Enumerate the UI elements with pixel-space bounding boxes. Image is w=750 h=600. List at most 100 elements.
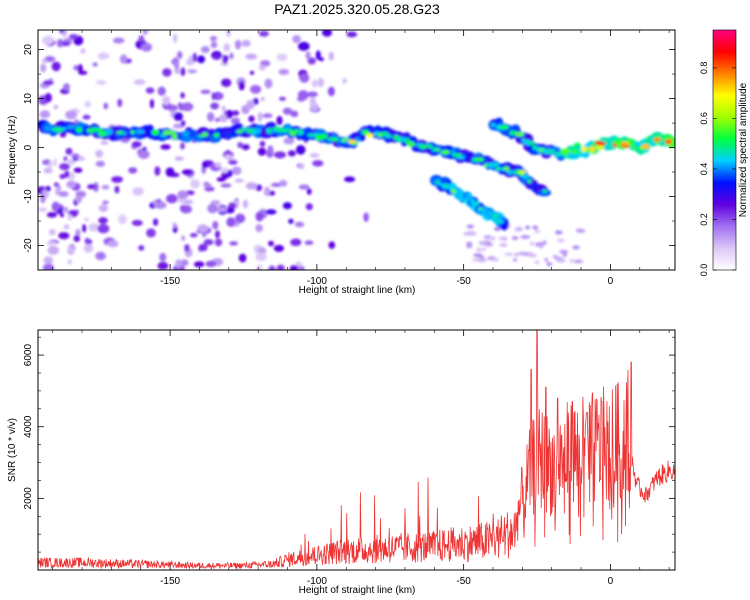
noise-speckle bbox=[282, 202, 293, 210]
signal-core bbox=[122, 131, 128, 136]
colorbar-ticks: 0.0 0.2 0.4 0.6 0.8 bbox=[699, 62, 736, 277]
signal-core bbox=[545, 148, 556, 155]
noise-speckle bbox=[304, 240, 314, 246]
noise-speckle bbox=[98, 204, 109, 212]
y-tick-label: 0 bbox=[23, 144, 34, 150]
signal-core bbox=[435, 180, 441, 185]
noise-speckle bbox=[328, 51, 334, 61]
noise-speckle bbox=[82, 114, 91, 120]
noise-speckle bbox=[177, 190, 189, 200]
noise-speckle bbox=[173, 112, 183, 121]
noise-speckle bbox=[149, 98, 155, 109]
noise-speckle bbox=[177, 51, 183, 60]
snr-panel: -150 -100 -50 0 2000 4000 6000 Height of strai… bbox=[7, 329, 676, 596]
noise-speckle bbox=[68, 172, 76, 181]
noise-speckle bbox=[93, 182, 99, 193]
noise-speckle bbox=[477, 258, 487, 263]
snr-axes: -150 -100 -50 0 2000 4000 6000 bbox=[23, 330, 675, 587]
noise-speckle bbox=[363, 212, 369, 222]
noise-speckle bbox=[209, 35, 218, 42]
noise-speckle bbox=[274, 151, 286, 159]
noise-speckle bbox=[201, 161, 208, 169]
noise-speckle bbox=[258, 64, 266, 71]
noise-speckle bbox=[42, 58, 47, 64]
signal-core bbox=[494, 219, 505, 224]
noise-speckle bbox=[67, 246, 75, 256]
signal-peak bbox=[594, 141, 603, 146]
snr-plot-area bbox=[38, 330, 675, 570]
noise-speckle bbox=[262, 113, 273, 119]
signal-core bbox=[432, 178, 437, 184]
signal-core bbox=[473, 201, 480, 207]
signal-core bbox=[641, 144, 651, 149]
colorbar-tick-label: 0.8 bbox=[699, 62, 709, 75]
noise-speckle bbox=[315, 50, 321, 61]
noise-speckle bbox=[520, 235, 531, 239]
signal-core bbox=[396, 136, 403, 143]
signal-core bbox=[491, 213, 500, 219]
noise-speckle bbox=[235, 213, 246, 224]
signal-core bbox=[135, 129, 145, 134]
noise-speckle bbox=[309, 96, 317, 107]
noise-speckle bbox=[198, 243, 208, 252]
signal-core bbox=[542, 189, 548, 194]
noise-speckle bbox=[214, 162, 222, 168]
noise-speckle bbox=[100, 140, 109, 146]
noise-speckle bbox=[84, 100, 92, 108]
noise-speckle bbox=[305, 203, 313, 211]
y-tick-label: 6000 bbox=[23, 344, 34, 367]
signal-core bbox=[456, 155, 466, 159]
noise-speckle bbox=[84, 237, 90, 243]
signal-core bbox=[166, 130, 176, 135]
noise-speckle bbox=[554, 230, 563, 235]
noise-speckle bbox=[174, 156, 184, 161]
noise-speckle bbox=[192, 52, 197, 63]
colorbar-tick-label: 0.2 bbox=[699, 213, 709, 226]
noise-speckle bbox=[207, 203, 218, 214]
noise-speckle bbox=[282, 107, 293, 115]
noise-speckle bbox=[212, 54, 220, 60]
signal-core bbox=[595, 144, 605, 150]
noise-speckle bbox=[157, 86, 166, 96]
signal-core bbox=[560, 148, 571, 154]
noise-speckle bbox=[112, 37, 125, 44]
noise-speckle bbox=[225, 109, 233, 119]
signal-core bbox=[441, 183, 450, 189]
noise-speckle bbox=[180, 67, 186, 77]
noise-speckle bbox=[63, 224, 70, 230]
spectrogram-border bbox=[37, 29, 676, 271]
noise-speckle bbox=[532, 225, 539, 230]
y-tick-label: 2000 bbox=[23, 487, 34, 510]
noise-speckle bbox=[264, 78, 273, 89]
noise-speckle bbox=[190, 179, 201, 189]
signal-core bbox=[93, 127, 103, 132]
noise-speckle bbox=[249, 70, 255, 75]
signal-core bbox=[522, 174, 530, 180]
noise-speckle bbox=[59, 173, 66, 180]
noise-speckle bbox=[229, 52, 234, 60]
noise-speckle bbox=[97, 224, 110, 234]
colorbar-tick-label: 0.0 bbox=[699, 264, 709, 277]
signal-core bbox=[66, 124, 77, 130]
noise-speckle bbox=[43, 256, 54, 265]
noise-speckle bbox=[174, 60, 180, 71]
noise-speckle bbox=[249, 84, 262, 94]
noise-speckle bbox=[258, 30, 269, 37]
noise-speckle bbox=[259, 140, 266, 147]
noise-speckle bbox=[256, 264, 263, 270]
noise-speckle bbox=[180, 120, 186, 127]
signal-core bbox=[503, 166, 510, 172]
noise-speckle bbox=[63, 156, 68, 162]
noise-speckle bbox=[74, 209, 79, 215]
colorbar-tick-label: 0.4 bbox=[699, 163, 709, 176]
noise-speckle bbox=[328, 241, 336, 249]
noise-speckle bbox=[225, 149, 231, 156]
noise-speckle bbox=[97, 52, 110, 60]
noise-speckle bbox=[51, 61, 61, 72]
signal-core bbox=[506, 170, 514, 175]
signal-core bbox=[151, 129, 160, 136]
noise-speckle bbox=[231, 166, 242, 175]
signal-core bbox=[491, 162, 500, 167]
noise-speckle bbox=[184, 244, 190, 252]
noise-speckle bbox=[48, 228, 56, 236]
